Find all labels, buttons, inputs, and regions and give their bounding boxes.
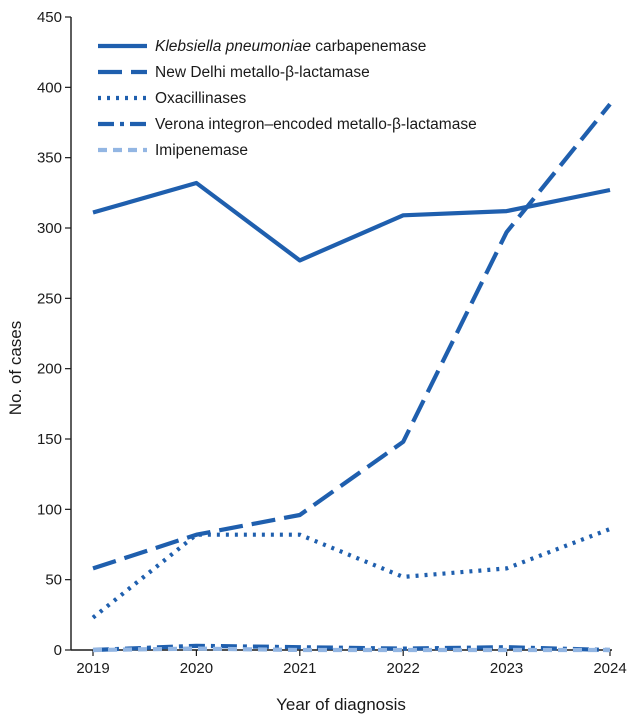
y-tick-label: 400 — [37, 79, 62, 96]
axes — [65, 16, 612, 656]
y-axis-title: No. of cases — [6, 321, 25, 416]
y-tick-label: 0 — [54, 642, 62, 659]
series-line-1 — [92, 180, 611, 263]
x-tick-label: 2023 — [490, 660, 523, 677]
legend: Klebsiella pneumoniae carbapenemase New D… — [98, 38, 477, 159]
legend-label-italic: Klebsiella pneumoniae — [155, 38, 311, 55]
x-tick-label: 2022 — [387, 660, 420, 677]
legend-label-rest: carbapenemase — [311, 38, 426, 55]
legend-label-4: Verona integron–encoded metallo-β-lactam… — [155, 116, 477, 133]
x-tick-label: 2021 — [283, 660, 316, 677]
legend-label-5: Imipenemase — [155, 142, 248, 159]
legend-label-1: Klebsiella pneumoniae carbapenemase — [155, 38, 426, 55]
x-axis-title: Year of diagnosis — [276, 695, 406, 714]
y-tick-label: 350 — [37, 150, 62, 167]
y-tick-label: 100 — [37, 501, 62, 518]
y-tick-labels: 0 50 100 150 200 250 300 350 400 450 — [37, 9, 62, 659]
y-tick-label: 450 — [37, 9, 62, 26]
series-line-2 — [92, 102, 612, 571]
x-tick-label: 2020 — [180, 660, 213, 677]
legend-label-3: Oxacillinases — [155, 90, 247, 107]
y-tick-label: 250 — [37, 290, 62, 307]
y-tick-label: 50 — [45, 572, 62, 589]
y-tick-label: 150 — [37, 431, 62, 448]
series-line-3 — [91, 527, 611, 620]
x-tick-label: 2024 — [593, 660, 626, 677]
series-lines — [91, 102, 612, 653]
y-tick-label: 200 — [37, 361, 62, 378]
y-tick-label: 300 — [37, 220, 62, 237]
legend-label-2: New Delhi metallo-β-lactamase — [155, 64, 370, 81]
x-tick-labels: 2019 2020 2021 2022 2023 2024 — [76, 660, 626, 677]
x-tick-label: 2019 — [76, 660, 109, 677]
series-line-5 — [92, 646, 610, 653]
